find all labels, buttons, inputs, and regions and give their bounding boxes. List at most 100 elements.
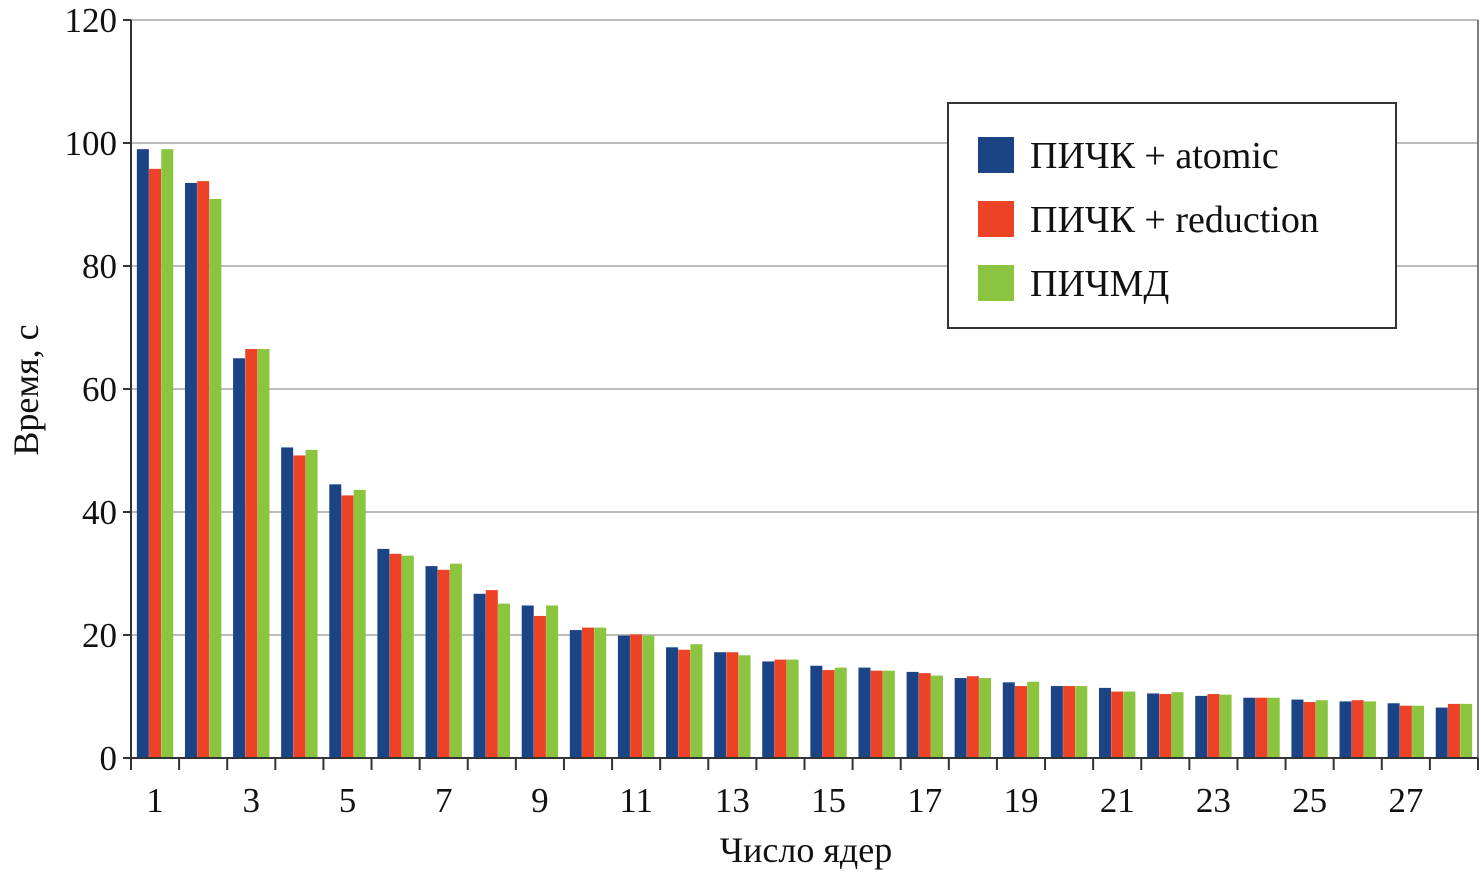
legend-swatch-2 — [978, 201, 1014, 237]
bar-s1-c17 — [906, 671, 919, 758]
y-tick-label-60: 60 — [82, 370, 117, 409]
x-tick-label-21: 21 — [1100, 781, 1135, 820]
bar-s3-c23 — [1219, 694, 1232, 758]
bar-s2-c5 — [341, 495, 354, 758]
bar-s1-c13 — [714, 652, 727, 758]
bar-s2-c7 — [437, 569, 450, 758]
y-tick-label-0: 0 — [100, 739, 118, 778]
bar-s3-c21 — [1123, 691, 1136, 758]
bar-s3-c13 — [738, 655, 751, 758]
bar-s2-c3 — [245, 349, 258, 758]
bar-s2-c9 — [533, 615, 546, 758]
bar-s3-c26 — [1363, 701, 1376, 758]
bar-s1-c11 — [617, 635, 630, 758]
bar-s3-c12 — [690, 644, 703, 758]
bar-s2-c2 — [197, 181, 210, 758]
y-axis-title: Время, с — [6, 324, 46, 455]
bar-s1-c19 — [1002, 682, 1015, 758]
bar-s3-c6 — [401, 555, 414, 758]
bar-s1-c2 — [184, 182, 197, 759]
bar-s1-c28 — [1435, 707, 1448, 758]
bar-s3-c4 — [305, 449, 318, 758]
bars — [136, 149, 1473, 759]
legend-label-2: ПИЧК + reduction — [1030, 199, 1319, 241]
x-tick-label-5: 5 — [339, 781, 357, 820]
legend-label-1: ПИЧК + atomic — [1030, 135, 1279, 177]
bar-s1-c9 — [521, 605, 534, 758]
x-tick-label-23: 23 — [1196, 781, 1231, 820]
bar-s3-c27 — [1412, 705, 1425, 758]
bar-s3-c28 — [1460, 703, 1473, 758]
bar-s2-c19 — [1014, 686, 1027, 758]
bar-s1-c8 — [473, 593, 486, 758]
bar-s3-c16 — [882, 670, 895, 758]
x-tick-label-19: 19 — [1003, 781, 1038, 820]
bar-s2-c25 — [1303, 702, 1316, 758]
bar-s1-c3 — [233, 358, 246, 758]
bar-s3-c15 — [834, 667, 847, 758]
bar-s3-c2 — [209, 198, 222, 759]
x-tick-label-27: 27 — [1388, 781, 1423, 820]
x-axis-title: Число ядер — [720, 830, 892, 870]
y-tick-label-80: 80 — [82, 247, 117, 286]
bar-s1-c23 — [1195, 695, 1208, 758]
bar-s2-c10 — [582, 627, 595, 758]
bar-s1-c1 — [136, 149, 149, 758]
bar-s2-c12 — [678, 649, 691, 758]
bar-s3-c3 — [257, 349, 270, 758]
bar-s3-c9 — [546, 605, 559, 758]
bar-s2-c15 — [822, 670, 835, 758]
x-tick-label-7: 7 — [435, 781, 453, 820]
bar-s2-c1 — [149, 168, 162, 758]
bar-s1-c6 — [377, 548, 390, 758]
bar-s3-c17 — [930, 675, 943, 758]
x-tick-label-15: 15 — [811, 781, 846, 820]
bar-s1-c20 — [1050, 686, 1063, 758]
bar-s2-c22 — [1159, 694, 1172, 758]
bar-s2-c26 — [1351, 700, 1364, 758]
bar-s2-c28 — [1447, 703, 1460, 758]
x-tick-label-1: 1 — [146, 781, 164, 820]
legend: ПИЧК + atomic ПИЧК + reduction ПИЧМД — [947, 102, 1397, 329]
bar-s1-c15 — [810, 665, 823, 758]
y-tick-label-120: 120 — [65, 1, 118, 40]
y-tick-label-100: 100 — [65, 124, 118, 163]
bar-s3-c20 — [1075, 686, 1088, 758]
bar-s1-c10 — [569, 630, 582, 758]
bar-s1-c25 — [1291, 699, 1304, 758]
bar-s2-c6 — [389, 553, 402, 758]
bar-s3-c18 — [979, 678, 992, 758]
x-tick-labels: 1 3 5 7 9 11 13 15 17 19 21 23 25 27 — [146, 781, 1423, 820]
bar-s1-c22 — [1147, 693, 1160, 758]
bar-s3-c24 — [1267, 697, 1280, 758]
bar-s1-c24 — [1243, 697, 1256, 758]
legend-swatch-1 — [978, 137, 1014, 173]
bar-s3-c22 — [1171, 692, 1184, 758]
x-tick-label-25: 25 — [1292, 781, 1327, 820]
bar-s2-c4 — [293, 455, 306, 758]
bar-s1-c27 — [1387, 703, 1400, 758]
x-tick-label-11: 11 — [619, 781, 653, 820]
bar-s2-c13 — [726, 652, 739, 758]
bar-s1-c5 — [329, 484, 342, 758]
y-tick-label-20: 20 — [82, 616, 117, 655]
x-tick-label-17: 17 — [907, 781, 942, 820]
bar-s2-c24 — [1255, 697, 1268, 758]
bar-s2-c23 — [1207, 694, 1220, 758]
bar-s3-c7 — [449, 563, 462, 758]
bar-s2-c27 — [1399, 705, 1412, 758]
bar-s1-c18 — [954, 678, 967, 758]
bar-s1-c21 — [1098, 687, 1111, 758]
bar-s2-c17 — [918, 673, 931, 758]
bar-s3-c5 — [353, 489, 366, 758]
bar-s3-c10 — [594, 627, 607, 758]
bar-s1-c12 — [666, 647, 679, 758]
bar-s3-c19 — [1027, 681, 1040, 758]
bar-s2-c20 — [1063, 686, 1076, 758]
y-tick-labels: 0 20 40 60 80 100 120 — [65, 1, 131, 778]
bar-s3-c1 — [161, 149, 174, 758]
legend-box — [947, 102, 1397, 329]
legend-swatch-3 — [978, 265, 1014, 301]
bar-s2-c16 — [870, 670, 883, 758]
x-tick-label-3: 3 — [243, 781, 261, 820]
